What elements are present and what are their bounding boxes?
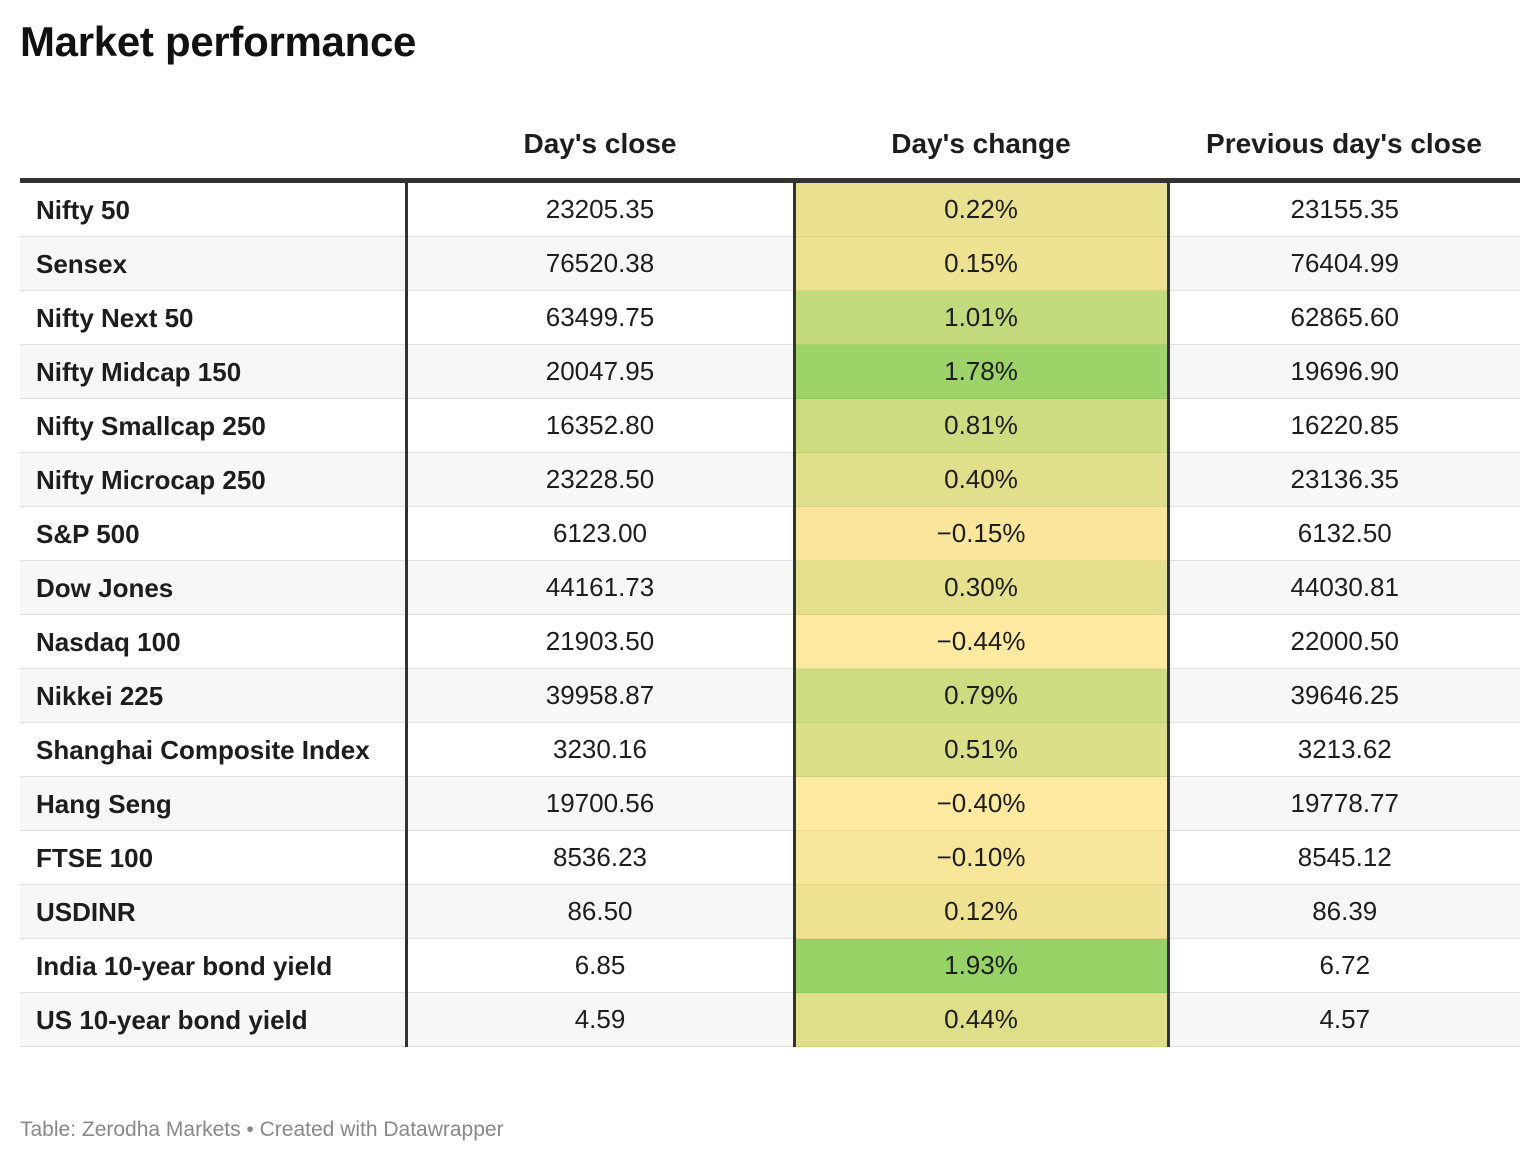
days-change-cell: 0.15% (794, 236, 1170, 291)
table-row: Nikkei 225 39958.87 0.79% 39646.25 (20, 668, 1520, 723)
previous-close-cell: 23155.35 (1168, 180, 1520, 237)
days-close-cell: 6.85 (406, 938, 796, 993)
days-change-cell: 1.93% (794, 938, 1170, 993)
table-body: Nifty 50 23205.35 0.22% 23155.35 Sensex 76520… (20, 180, 1520, 1047)
table-row: Sensex 76520.38 0.15% 76404.99 (20, 236, 1520, 291)
days-change-cell: −0.40% (794, 776, 1170, 831)
index-name-cell: Nasdaq 100 (20, 614, 408, 669)
table-row: US 10-year bond yield 4.59 0.44% 4.57 (20, 992, 1520, 1047)
previous-close-cell: 19778.77 (1168, 776, 1520, 831)
days-close-cell: 63499.75 (406, 290, 796, 345)
days-change-cell: 0.81% (794, 398, 1170, 453)
days-change-cell: −0.15% (794, 506, 1170, 561)
table-row: Nifty 50 23205.35 0.22% 23155.35 (20, 180, 1520, 237)
chart-title: Market performance (20, 18, 417, 65)
previous-close-cell: 44030.81 (1168, 560, 1520, 615)
previous-close-cell: 23136.35 (1168, 452, 1520, 507)
previous-close-cell: 6132.50 (1168, 506, 1520, 561)
days-change-cell: −0.44% (794, 614, 1170, 669)
table-row: Hang Seng 19700.56 −0.40% 19778.77 (20, 776, 1520, 831)
table-row: India 10-year bond yield 6.85 1.93% 6.72 (20, 938, 1520, 993)
index-name-cell: Sensex (20, 236, 408, 291)
previous-close-cell: 16220.85 (1168, 398, 1520, 453)
index-name-cell: Hang Seng (20, 776, 408, 831)
table-row: Nifty Next 50 63499.75 1.01% 62865.60 (20, 290, 1520, 345)
table-row: S&P 500 6123.00 −0.15% 6132.50 (20, 506, 1520, 561)
previous-close-cell: 76404.99 (1168, 236, 1520, 291)
days-close-cell: 44161.73 (406, 560, 796, 615)
index-name-cell: FTSE 100 (20, 830, 408, 885)
previous-close-cell: 6.72 (1168, 938, 1520, 993)
index-name-cell: Nifty Smallcap 250 (20, 398, 408, 453)
previous-close-cell: 62865.60 (1168, 290, 1520, 345)
table-row: USDINR 86.50 0.12% 86.39 (20, 884, 1520, 939)
days-close-cell: 39958.87 (406, 668, 796, 723)
table-row: Nifty Smallcap 250 16352.80 0.81% 16220.85 (20, 398, 1520, 453)
days-close-cell: 16352.80 (406, 398, 796, 453)
days-change-cell: 0.22% (794, 180, 1170, 237)
previous-close-cell: 22000.50 (1168, 614, 1520, 669)
column-header-previous-close: Previous day's close (1168, 110, 1520, 183)
days-close-cell: 86.50 (406, 884, 796, 939)
index-name-cell: Shanghai Composite Index (20, 722, 408, 777)
index-name-cell: Dow Jones (20, 560, 408, 615)
column-header-days-change: Day's change (794, 110, 1168, 183)
days-change-cell: 0.12% (794, 884, 1170, 939)
days-close-cell: 76520.38 (406, 236, 796, 291)
index-name-cell: India 10-year bond yield (20, 938, 408, 993)
previous-close-cell: 8545.12 (1168, 830, 1520, 885)
days-close-cell: 23205.35 (406, 180, 796, 237)
days-close-cell: 19700.56 (406, 776, 796, 831)
index-name-cell: Nikkei 225 (20, 668, 408, 723)
days-change-cell: 0.30% (794, 560, 1170, 615)
column-header-days-close: Day's close (406, 110, 794, 183)
header-row: Day's close Day's change Previous day's … (20, 110, 1520, 183)
days-close-cell: 21903.50 (406, 614, 796, 669)
index-name-cell: US 10-year bond yield (20, 992, 408, 1047)
source-footer: Table: Zerodha Markets • Created with Da… (20, 1118, 504, 1141)
days-close-cell: 8536.23 (406, 830, 796, 885)
table-row: Shanghai Composite Index 3230.16 0.51% 3213… (20, 722, 1520, 777)
previous-close-cell: 19696.90 (1168, 344, 1520, 399)
days-change-cell: 0.79% (794, 668, 1170, 723)
previous-close-cell: 39646.25 (1168, 668, 1520, 723)
previous-close-cell: 4.57 (1168, 992, 1520, 1047)
days-change-cell: −0.10% (794, 830, 1170, 885)
table-row: Nifty Microcap 250 23228.50 0.40% 23136.35 (20, 452, 1520, 507)
days-change-cell: 1.78% (794, 344, 1170, 399)
index-name-cell: USDINR (20, 884, 408, 939)
index-name-cell: Nifty 50 (20, 180, 408, 237)
column-header-name (20, 110, 406, 183)
index-name-cell: Nifty Midcap 150 (20, 344, 408, 399)
previous-close-cell: 86.39 (1168, 884, 1520, 939)
days-close-cell: 3230.16 (406, 722, 796, 777)
table-row: Nasdaq 100 21903.50 −0.44% 22000.50 (20, 614, 1520, 669)
days-close-cell: 23228.50 (406, 452, 796, 507)
days-change-cell: 0.40% (794, 452, 1170, 507)
days-close-cell: 20047.95 (406, 344, 796, 399)
table-row: Nifty Midcap 150 20047.95 1.78% 19696.90 (20, 344, 1520, 399)
days-change-cell: 0.44% (794, 992, 1170, 1047)
days-change-cell: 0.51% (794, 722, 1170, 777)
market-table: Day's close Day's change Previous day's … (20, 110, 1520, 1047)
table-row: Dow Jones 44161.73 0.30% 44030.81 (20, 560, 1520, 615)
index-name-cell: Nifty Next 50 (20, 290, 408, 345)
table-row: FTSE 100 8536.23 −0.10% 8545.12 (20, 830, 1520, 885)
index-name-cell: S&P 500 (20, 506, 408, 561)
days-close-cell: 6123.00 (406, 506, 796, 561)
previous-close-cell: 3213.62 (1168, 722, 1520, 777)
days-close-cell: 4.59 (406, 992, 796, 1047)
index-name-cell: Nifty Microcap 250 (20, 452, 408, 507)
days-change-cell: 1.01% (794, 290, 1170, 345)
